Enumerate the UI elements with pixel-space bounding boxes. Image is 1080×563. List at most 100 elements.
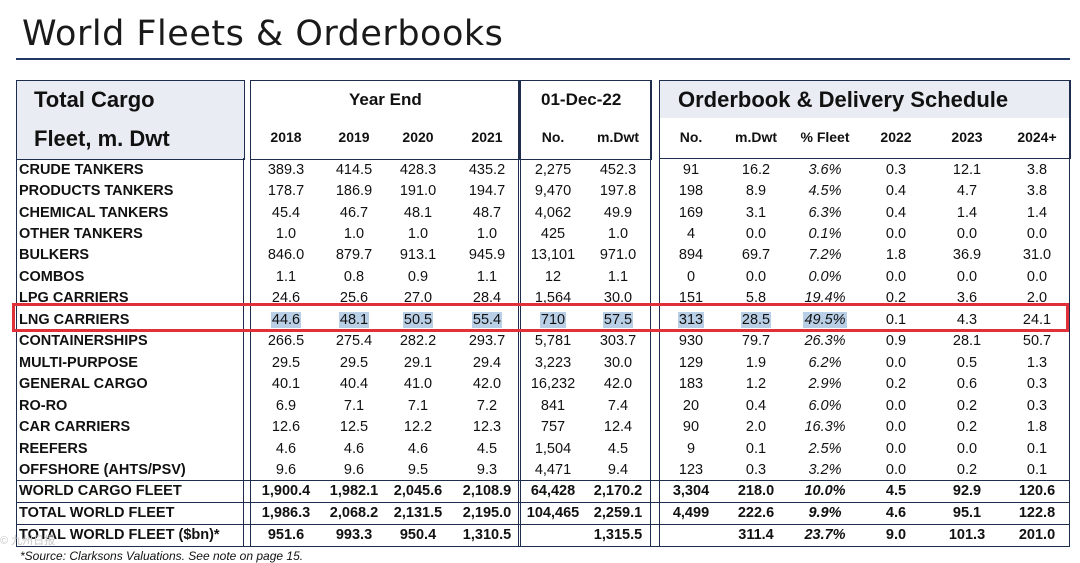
table-cell: 186.9 — [335, 183, 373, 199]
table-cell: 3.1 — [745, 205, 767, 221]
table-cell: 28.5 — [716, 312, 796, 328]
table-cell: 4,062 — [534, 205, 572, 221]
border-date-right — [650, 80, 651, 546]
table-bottom-border — [16, 546, 1070, 547]
border-year-right — [518, 80, 519, 546]
orderbook-header-box — [659, 80, 1071, 120]
table-cell: 1.0 — [407, 226, 429, 242]
row-label: CAR CARRIERS — [19, 419, 131, 435]
table-cell: 197.8 — [599, 183, 637, 199]
table-cell: 30.0 — [603, 290, 633, 306]
table-cell: 0.0 — [885, 226, 907, 242]
row-label: COMBOS — [19, 269, 85, 285]
table-cell: 1,982.1 — [329, 483, 379, 499]
table-cell: 0.4 — [885, 183, 907, 199]
table-cell: 0.0 — [745, 226, 767, 242]
table-cell: 846.0 — [267, 247, 305, 263]
highlighted-value: 50.5 — [402, 312, 434, 328]
table-cell: 9.0 — [885, 527, 907, 543]
table-cell: 48.7 — [472, 205, 502, 221]
table-cell: 1.1 — [607, 269, 629, 285]
table-cell: 50.7 — [1022, 333, 1052, 349]
table-cell: 40.4 — [339, 376, 369, 392]
table-row: CHEMICAL TANKERS 45.4 46.7 48.1 48.7 4,062 49.… — [16, 203, 1070, 225]
table-cell: 29.5 — [339, 355, 369, 371]
table-cell: 3,304 — [672, 483, 710, 499]
table-cell: 191.0 — [399, 183, 437, 199]
year-end-header-box — [250, 80, 520, 160]
table-cell: 48.1 — [403, 205, 433, 221]
table-cell: 2,045.6 — [393, 483, 443, 499]
table-cell: 452.3 — [599, 162, 637, 178]
table-row: LNG CARRIERS 44.6 48.1 50.5 55.4 710 57.5 313 28… — [16, 310, 1070, 332]
row-label: RO-RO — [19, 398, 68, 414]
table-cell: 4.7 — [956, 183, 978, 199]
table-cell: 303.7 — [599, 333, 637, 349]
table-cell: 13,101 — [530, 247, 576, 263]
table-cell: 151 — [678, 290, 704, 306]
table-cell: 90 — [682, 419, 700, 435]
table-cell: 4.6 — [343, 441, 365, 457]
table-cell: 266.5 — [267, 333, 305, 349]
table-cell: 24.6 — [271, 290, 301, 306]
table-cell: 5.8 — [745, 290, 767, 306]
row-label: TOTAL WORLD FLEET — [19, 505, 175, 521]
table-cell: 169 — [678, 205, 704, 221]
row-label: OTHER TANKERS — [19, 226, 143, 242]
table-row: REEFERS 4.6 4.6 4.6 4.5 1,504 4.5 9 0.1 2.5% 0.0 0.… — [16, 439, 1070, 461]
row-label: CRUDE TANKERS — [19, 162, 144, 178]
table-cell: 4.6 — [885, 505, 907, 521]
table-cell: 1.9 — [745, 355, 767, 371]
orderbook-header: Orderbook & Delivery Schedule — [678, 87, 1009, 112]
table-cell: 950.4 — [399, 527, 437, 543]
col-2020: 2020 — [402, 129, 434, 145]
table-cell: 122.8 — [1018, 505, 1056, 521]
table-cell: 0.3 — [1026, 398, 1048, 414]
row-label: CONTAINERSHIPS — [19, 333, 148, 349]
table-cell: 12 — [544, 269, 562, 285]
table-cell: 1.0 — [275, 226, 297, 242]
table-cell: 0.1 — [885, 312, 907, 328]
highlighted-value: 313 — [677, 312, 705, 328]
table-cell: 1,564 — [534, 290, 572, 306]
col-date-mdwt: m.Dwt — [597, 129, 639, 145]
table-cell: 313 — [651, 312, 731, 328]
border-left — [16, 80, 17, 546]
table-cell: 0.0 — [956, 269, 978, 285]
table-cell: 0.4 — [885, 205, 907, 221]
table-cell: 8.9 — [745, 183, 767, 199]
table-cell: 26.3% — [804, 333, 846, 349]
page-title: World Fleets & Orderbooks — [22, 14, 504, 54]
table-cell: 7.1 — [407, 398, 429, 414]
table-cell: 28.1 — [952, 333, 982, 349]
table-cell: 0.3 — [745, 462, 767, 478]
table-cell: 0 — [686, 269, 696, 285]
fleet-header-line1: Total Cargo — [34, 87, 155, 112]
table-cell: 48.1 — [314, 312, 394, 328]
table-cell: 4.6 — [407, 441, 429, 457]
table-cell: 1,504 — [534, 441, 572, 457]
table-cell: 198 — [678, 183, 704, 199]
highlighted-value: 55.4 — [471, 312, 503, 328]
table-cell: 2,275 — [534, 162, 572, 178]
table-cell: 2,170.2 — [593, 483, 643, 499]
table-cell: 3.6% — [808, 162, 842, 178]
col-2018: 2018 — [270, 129, 302, 145]
table-cell: 9.4 — [607, 462, 629, 478]
table-cell: 64,428 — [530, 483, 576, 499]
table-cell: 29.5 — [271, 355, 301, 371]
table-cell: 0.0 — [885, 398, 907, 414]
year-end-header: Year End — [349, 90, 422, 109]
table-cell: 183 — [678, 376, 704, 392]
table-cell: 9.6 — [275, 462, 297, 478]
totals-separator-low — [16, 524, 1070, 525]
table-cell: 3.6 — [956, 290, 978, 306]
table-cell: 0.3 — [885, 162, 907, 178]
table-cell: 25.6 — [339, 290, 369, 306]
table-cell: 0.0 — [885, 441, 907, 457]
table-cell: 194.7 — [468, 183, 506, 199]
table-cell: 41.0 — [403, 376, 433, 392]
col-ob-2024plus: 2024+ — [1017, 129, 1057, 145]
source-note: *Source: Clarksons Valuations. See note … — [20, 549, 304, 563]
table-cell: 2,108.9 — [462, 483, 512, 499]
